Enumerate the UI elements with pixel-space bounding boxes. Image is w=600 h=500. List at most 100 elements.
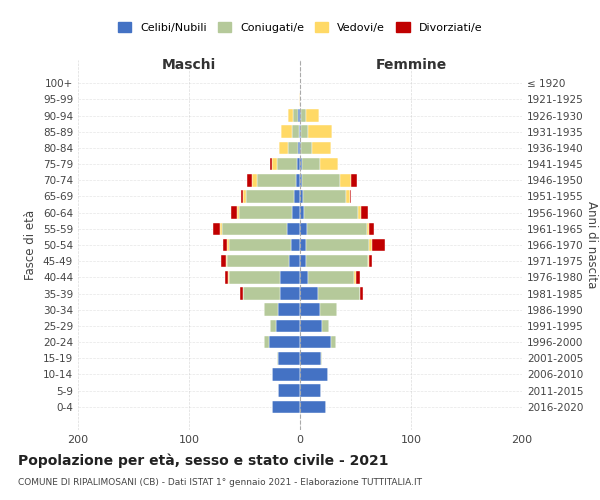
Bar bbox=[226, 255, 227, 268]
Bar bbox=[288, 142, 298, 154]
Bar bbox=[322, 320, 329, 332]
Bar bbox=[320, 158, 338, 170]
Bar bbox=[300, 271, 308, 283]
Bar bbox=[221, 255, 226, 268]
Bar bbox=[265, 336, 269, 348]
Bar bbox=[300, 142, 301, 154]
Bar bbox=[301, 142, 312, 154]
Bar bbox=[350, 190, 351, 203]
Bar bbox=[298, 142, 300, 154]
Bar bbox=[368, 255, 369, 268]
Bar bbox=[298, 109, 300, 122]
Bar bbox=[305, 255, 368, 268]
Bar bbox=[331, 336, 335, 348]
Bar bbox=[351, 174, 356, 186]
Bar bbox=[302, 158, 320, 170]
Bar bbox=[281, 126, 292, 138]
Bar bbox=[361, 206, 368, 219]
Bar bbox=[300, 255, 305, 268]
Bar bbox=[299, 126, 300, 138]
Bar bbox=[355, 271, 360, 283]
Bar bbox=[269, 336, 300, 348]
Bar bbox=[270, 158, 272, 170]
Bar bbox=[287, 222, 300, 235]
Bar bbox=[367, 222, 369, 235]
Bar bbox=[300, 400, 326, 413]
Bar bbox=[240, 287, 244, 300]
Bar bbox=[299, 93, 300, 106]
Bar bbox=[340, 174, 351, 186]
Bar bbox=[304, 206, 358, 219]
Bar bbox=[300, 384, 321, 397]
Bar bbox=[292, 206, 300, 219]
Bar bbox=[318, 287, 360, 300]
Bar bbox=[300, 238, 305, 252]
Bar bbox=[296, 158, 300, 170]
Text: Popolazione per età, sesso e stato civile - 2021: Popolazione per età, sesso e stato civil… bbox=[18, 454, 389, 468]
Legend: Celibi/Nubili, Coniugati/e, Vedovi/e, Divorziati/e: Celibi/Nubili, Coniugati/e, Vedovi/e, Di… bbox=[113, 18, 487, 37]
Bar bbox=[300, 368, 328, 381]
Bar bbox=[265, 304, 278, 316]
Bar bbox=[280, 271, 300, 283]
Bar bbox=[369, 238, 372, 252]
Bar bbox=[280, 287, 300, 300]
Bar bbox=[293, 109, 298, 122]
Bar bbox=[301, 126, 308, 138]
Bar bbox=[360, 287, 363, 300]
Bar bbox=[300, 352, 321, 364]
Bar bbox=[307, 222, 367, 235]
Bar bbox=[300, 336, 331, 348]
Bar bbox=[252, 174, 257, 186]
Bar bbox=[227, 238, 229, 252]
Bar bbox=[300, 190, 304, 203]
Bar bbox=[289, 255, 300, 268]
Bar bbox=[295, 190, 300, 203]
Bar bbox=[291, 238, 300, 252]
Bar bbox=[237, 206, 239, 219]
Bar bbox=[321, 352, 322, 364]
Bar bbox=[228, 271, 229, 283]
Bar bbox=[320, 304, 337, 316]
Bar bbox=[372, 238, 385, 252]
Bar bbox=[279, 142, 288, 154]
Bar bbox=[231, 206, 237, 219]
Bar bbox=[301, 109, 305, 122]
Bar bbox=[278, 384, 300, 397]
Text: COMUNE DI RIPALIMOSANI (CB) - Dati ISTAT 1° gennaio 2021 - Elaborazione TUTTITAL: COMUNE DI RIPALIMOSANI (CB) - Dati ISTAT… bbox=[18, 478, 422, 487]
Bar bbox=[305, 109, 319, 122]
Bar bbox=[239, 206, 292, 219]
Bar bbox=[300, 174, 302, 186]
Bar bbox=[300, 304, 320, 316]
Bar bbox=[229, 271, 280, 283]
Bar bbox=[229, 238, 291, 252]
Bar bbox=[272, 400, 300, 413]
Bar bbox=[369, 255, 372, 268]
Bar bbox=[312, 142, 331, 154]
Bar bbox=[277, 352, 278, 364]
Bar bbox=[300, 158, 302, 170]
Y-axis label: Fasce di età: Fasce di età bbox=[25, 210, 37, 280]
Bar bbox=[302, 174, 340, 186]
Bar bbox=[300, 287, 318, 300]
Bar bbox=[257, 174, 296, 186]
Bar bbox=[247, 174, 252, 186]
Bar bbox=[296, 174, 300, 186]
Bar bbox=[272, 158, 277, 170]
Bar bbox=[244, 190, 245, 203]
Bar bbox=[227, 255, 289, 268]
Bar bbox=[305, 238, 369, 252]
Bar bbox=[223, 222, 287, 235]
Bar bbox=[308, 126, 332, 138]
Bar bbox=[277, 158, 296, 170]
Y-axis label: Anni di nascita: Anni di nascita bbox=[584, 202, 598, 288]
Bar bbox=[346, 190, 350, 203]
Bar bbox=[369, 222, 374, 235]
Bar bbox=[300, 126, 301, 138]
Bar bbox=[300, 222, 307, 235]
Text: Femmine: Femmine bbox=[376, 58, 446, 71]
Bar bbox=[288, 109, 293, 122]
Bar bbox=[223, 238, 227, 252]
Bar bbox=[300, 320, 322, 332]
Bar bbox=[300, 206, 304, 219]
Bar bbox=[308, 271, 355, 283]
